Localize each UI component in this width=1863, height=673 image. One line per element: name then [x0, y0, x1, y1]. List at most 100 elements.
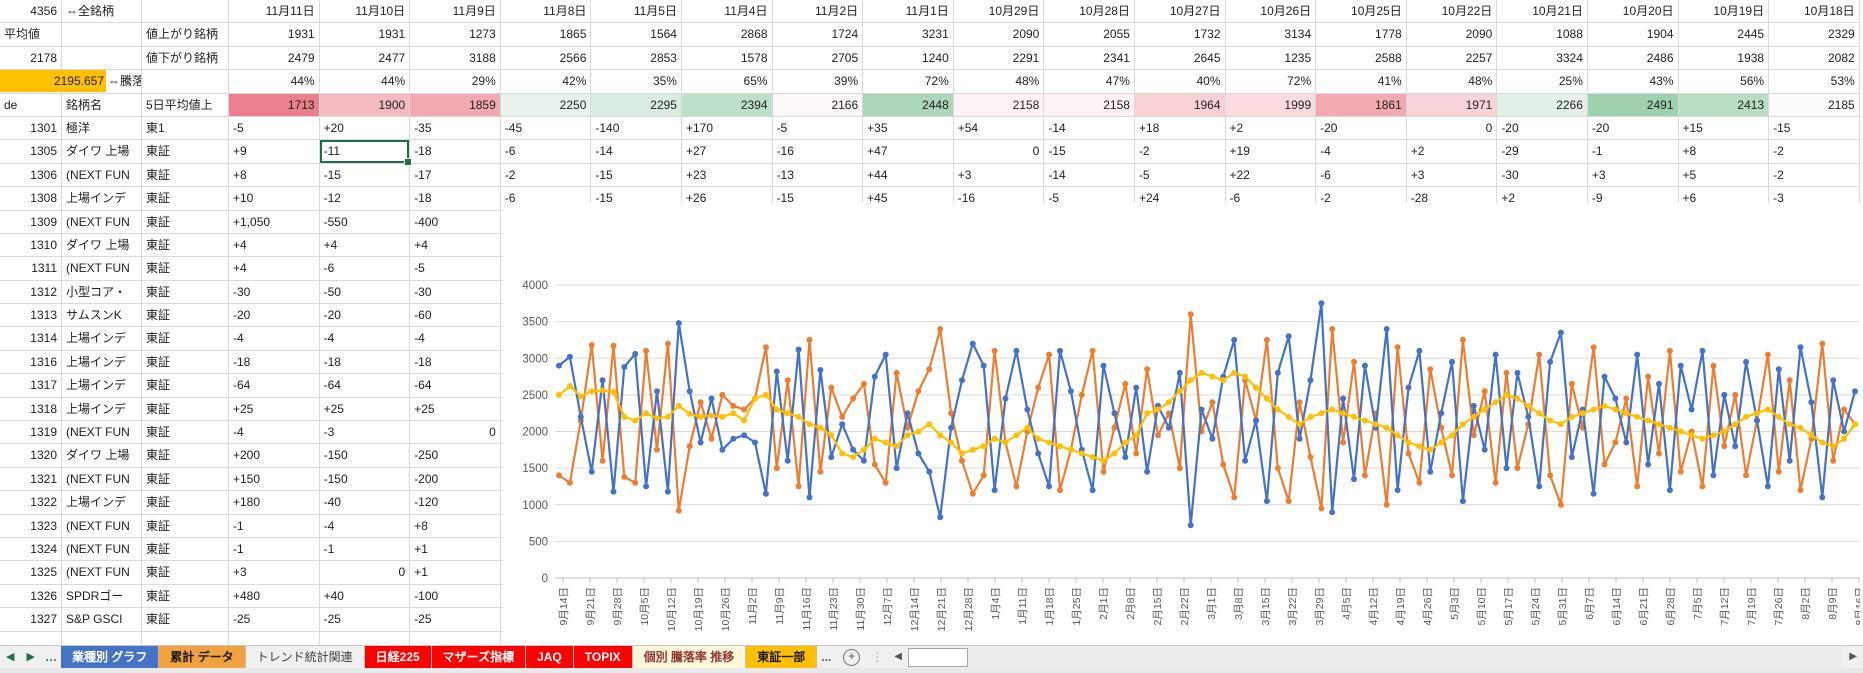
change-value[interactable]: +200 [229, 444, 320, 468]
change-value[interactable]: +15 [1678, 116, 1770, 141]
sheet-tab-累計-データ[interactable]: 累計 データ [159, 646, 246, 669]
stock-market[interactable]: 東証 [142, 140, 229, 164]
declining-value[interactable]: 2257 [1406, 46, 1498, 71]
stock-name[interactable]: S&P GSCI [62, 608, 142, 632]
change-value[interactable]: +3 [1406, 163, 1498, 188]
stock-market[interactable]: 東証 [142, 210, 229, 234]
stock-code[interactable]: 1308 [0, 187, 62, 211]
change-value[interactable]: -1 [319, 537, 411, 562]
change-value[interactable]: +4 [319, 233, 411, 258]
avg5-value[interactable]: 2295 [591, 93, 682, 117]
sheet-tab-JAQ[interactable]: JAQ [526, 646, 574, 669]
stock-market[interactable]: 東証 [142, 163, 229, 188]
stock-market[interactable]: 東証 [142, 491, 229, 515]
change-value[interactable]: -2 [1134, 140, 1226, 164]
advancing-value[interactable]: 2445 [1678, 23, 1770, 47]
date-header[interactable]: 10月19日 [1678, 0, 1770, 24]
change-value[interactable]: -5 [772, 116, 864, 141]
hscroll-right-icon[interactable]: ▶ [1849, 651, 1857, 662]
stock-name[interactable]: ダイワ 上場 [62, 444, 142, 468]
hscroll-left-icon[interactable]: ◀ [894, 651, 902, 662]
change-value[interactable]: -30 [229, 280, 320, 305]
change-value[interactable]: -4 [410, 327, 501, 351]
fill-handle[interactable] [404, 157, 413, 166]
stock-market[interactable]: 東証 [142, 467, 229, 492]
change-value[interactable]: -15 [319, 163, 411, 188]
stock-name[interactable]: (NEXT FUN [62, 467, 142, 492]
change-value[interactable]: -64 [410, 374, 501, 398]
average-value[interactable]: 2178 [0, 46, 62, 71]
change-value[interactable]: -45 [500, 116, 592, 141]
advancing-value[interactable]: 2055 [1044, 23, 1135, 47]
change-value[interactable]: -5 [229, 116, 320, 141]
change-value[interactable]: +4 [229, 233, 320, 258]
change-value[interactable]: -4 [229, 327, 320, 351]
advancing-value[interactable]: 3231 [863, 23, 954, 47]
name-label[interactable]: 銘柄名 [62, 93, 142, 117]
stock-market[interactable]: 東証 [142, 444, 229, 468]
change-value[interactable]: -200 [410, 467, 501, 492]
stock-code[interactable]: 1327 [0, 608, 62, 632]
avg5-value[interactable]: 2158 [1044, 93, 1135, 117]
change-value[interactable]: +2 [1225, 116, 1317, 141]
stock-name[interactable]: 上場インデ [62, 491, 142, 515]
ratio-value[interactable]: 43% [1587, 70, 1679, 94]
change-value[interactable]: +20 [319, 116, 411, 141]
declining-value[interactable]: 2486 [1587, 46, 1679, 71]
cell[interactable] [62, 46, 142, 71]
tab-scroll-right-icon[interactable]: ▶ [26, 651, 35, 663]
avg5-label[interactable]: 5日平均値上 [142, 93, 229, 117]
all-issues-label[interactable]: ⇔全銘柄 [62, 0, 142, 24]
stock-name[interactable]: ダイワ 上場 [62, 140, 142, 164]
stock-name[interactable]: 上場インデ [62, 397, 142, 422]
declining-value[interactable]: 2082 [1769, 46, 1860, 71]
cell[interactable] [142, 631, 229, 645]
stock-code[interactable]: 1323 [0, 514, 62, 538]
change-value[interactable]: +150 [229, 467, 320, 492]
stock-name[interactable]: 上場インデ [62, 327, 142, 351]
date-header[interactable]: 11月10日 [319, 0, 411, 24]
ratio-value[interactable]: 44% [229, 70, 320, 94]
change-value[interactable]: -4 [1316, 140, 1407, 164]
change-value[interactable]: +25 [410, 397, 501, 422]
date-header[interactable]: 10月28日 [1044, 0, 1135, 24]
change-value[interactable]: +18 [1134, 116, 1226, 141]
tab-overflow-left[interactable]: … [44, 650, 57, 664]
change-value[interactable]: +27 [681, 140, 773, 164]
avg5-value[interactable]: 2448 [863, 93, 954, 117]
stock-code[interactable]: 1317 [0, 374, 62, 398]
stock-market[interactable]: 東証 [142, 187, 229, 211]
change-value[interactable]: -30 [1497, 163, 1588, 188]
advancing-label[interactable]: 値上がり銘柄 [142, 23, 229, 47]
change-value[interactable]: -150 [319, 444, 411, 468]
ratio-value[interactable]: 35% [591, 70, 682, 94]
date-header[interactable]: 11月8日 [500, 0, 592, 24]
stock-market[interactable]: 東証 [142, 327, 229, 351]
sheet-tab-マザーズ指標[interactable]: マザーズ指標 [431, 646, 527, 669]
advancing-value[interactable]: 1904 [1587, 23, 1679, 47]
advancing-value[interactable]: 1778 [1316, 23, 1407, 47]
change-value[interactable]: -20 [1587, 116, 1679, 141]
change-value[interactable]: -12 [319, 187, 411, 211]
ratio-value[interactable]: 53% [1769, 70, 1860, 94]
date-header[interactable]: 10月22日 [1406, 0, 1498, 24]
sheet-tab-東証一部[interactable]: 東証一部 [746, 646, 818, 669]
date-header[interactable]: 11月11日 [229, 0, 320, 24]
date-header[interactable]: 11月4日 [681, 0, 773, 24]
stock-market[interactable]: 東1 [142, 116, 229, 141]
date-header[interactable]: 10月25日 [1316, 0, 1407, 24]
change-value[interactable]: -4 [229, 421, 320, 445]
change-value[interactable]: -20 [319, 304, 411, 328]
stock-name[interactable]: (NEXT FUN [62, 210, 142, 234]
chart[interactable]: 0 500 1000 1500 2000 2500 3000 3500 4000 9月14日 9月2… [503, 203, 1863, 645]
date-header[interactable]: 10月29日 [953, 0, 1045, 24]
stock-market[interactable]: 東証 [142, 537, 229, 562]
change-value[interactable]: +9 [229, 140, 320, 164]
change-value[interactable]: -25 [319, 608, 411, 632]
change-value[interactable]: -140 [591, 116, 682, 141]
stock-name[interactable]: ダイワ 上場 [62, 233, 142, 258]
change-value[interactable]: +40 [319, 584, 411, 609]
stock-market[interactable]: 東証 [142, 514, 229, 538]
cell[interactable] [410, 631, 501, 645]
stock-code[interactable]: 1301 [0, 116, 62, 141]
